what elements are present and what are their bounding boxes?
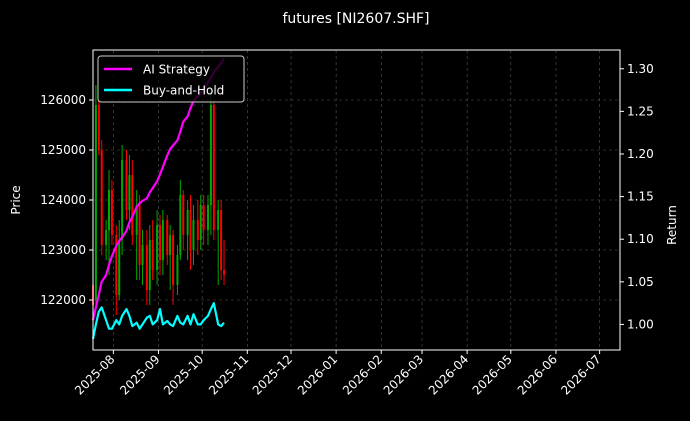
candle-body [209,105,212,205]
candle-body [207,205,210,230]
y-left-tick-label: 123000 [40,243,86,257]
candle-body [179,195,182,255]
candle-body [97,105,100,150]
candle-body [105,230,108,245]
y-axis-right-title: Return [665,205,679,245]
chart-title: futures [NI2607.SHF] [282,11,429,27]
y-right-tick-label: 1.30 [627,62,654,76]
candle-body [223,270,226,275]
y-right-tick-label: 1.00 [627,317,654,331]
candle-body [125,160,128,210]
candle-body [212,105,215,230]
y-right-tick-label: 1.20 [627,147,654,161]
candle-body [176,255,179,285]
candle-body [166,220,169,255]
legend-box [97,55,245,103]
candle-body [141,245,144,265]
candle-body [158,225,161,260]
candle-body [128,175,131,210]
candle-body [100,150,103,245]
y-axis-left-title: Price [9,185,23,214]
candle-body [169,235,172,255]
y-right-tick-label: 1.15 [627,190,654,204]
candle-body [148,240,151,290]
y-left-tick-label: 124000 [40,193,86,207]
y-left-tick-label: 125000 [40,143,86,157]
candle-body [115,235,118,295]
y-right-tick-label: 1.10 [627,232,654,246]
candle-body [156,225,159,270]
y-left-tick-label: 122000 [40,293,86,307]
candle-body [202,205,205,230]
candle-body [108,190,111,230]
candle-body [94,105,97,300]
candle-body [182,195,185,235]
candle-body [172,235,175,285]
candle-body [217,210,220,230]
candle-body [192,220,195,250]
candle-body [161,220,164,260]
legend-label-ai-strategy: AI Strategy [143,63,210,77]
candle-body [118,240,121,295]
candle-body [121,160,124,240]
candle-body [189,210,192,250]
y-left-tick-label: 126000 [40,93,86,107]
candle-body [135,205,138,235]
candle-body [131,175,134,235]
y-right-tick-label: 1.25 [627,104,654,118]
candle-body [196,220,199,240]
candle-body [220,210,223,270]
candle-body [186,210,189,235]
y-right-tick-label: 1.05 [627,275,654,289]
legend-label-buy-and-hold: Buy-and-Hold [143,84,224,98]
buy-and-hold-line [91,302,225,340]
candle-body [110,190,113,235]
legend: AI Strategy Buy-and-Hold [97,55,245,103]
candle-body [145,245,148,290]
candle-body [151,240,154,270]
candle-body [138,205,141,265]
candle-body [199,205,202,240]
